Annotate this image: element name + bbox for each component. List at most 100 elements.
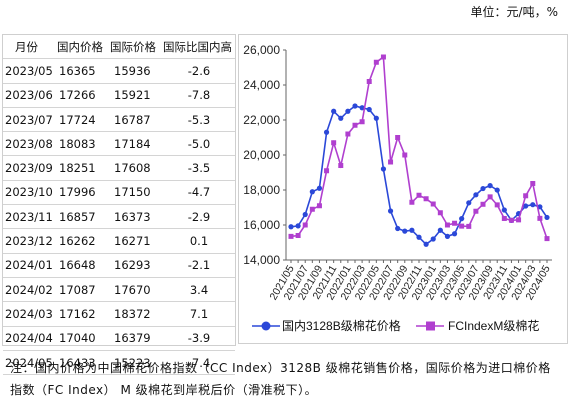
- table-row: 2023/10 17996 17150 -4.7: [3, 180, 235, 206]
- table-row: 2023/09 18251 17608 -3.5: [3, 155, 235, 181]
- difference-cell: -2.1: [163, 253, 235, 278]
- series-1-point: [523, 203, 529, 209]
- series-2-point: [331, 140, 337, 146]
- series-2-point: [508, 217, 514, 223]
- y-tick-label: 16,000: [243, 218, 280, 232]
- series-1-point: [352, 103, 358, 109]
- month-cell: 2024/04: [3, 326, 55, 351]
- series-1-point: [295, 223, 301, 229]
- series-1-point: [402, 228, 408, 234]
- series-2-point: [444, 222, 450, 228]
- series-1-point: [323, 129, 330, 135]
- domestic-price-cell: 16857: [55, 204, 110, 230]
- difference-cell: 0.1: [163, 228, 235, 254]
- series-1-point: [366, 106, 372, 113]
- series-2-point: [316, 203, 322, 209]
- unit-label: 单位：元/吨，%: [470, 5, 558, 19]
- series-2-point: [487, 194, 493, 200]
- international-price-cell: 15921: [110, 83, 163, 108]
- difference-cell: 3.4: [163, 277, 235, 303]
- table-row: 2023/06 17266 15921 -7.8: [3, 83, 235, 108]
- series-1-point: [316, 185, 323, 191]
- domestic-price-cell: 17266: [55, 83, 110, 108]
- series-2-point: [295, 233, 301, 238]
- domestic-price-cell: 17996: [55, 180, 110, 206]
- month-cell: 2023/12: [3, 228, 55, 254]
- table-row: 2024/01 16648 16293 -2.1: [3, 253, 235, 278]
- series-2-point: [480, 201, 486, 207]
- difference-cell: -3.5: [163, 155, 235, 181]
- international-price-cell: 17150: [110, 180, 163, 206]
- y-tick-label: 14,000: [243, 253, 280, 267]
- international-price-cell: 17184: [110, 131, 163, 157]
- domestic-price-cell: 16365: [55, 58, 110, 84]
- international-price-cell: 16379: [110, 326, 163, 351]
- domestic-price-cell: 17162: [55, 301, 110, 327]
- y-tick-label: 20,000: [243, 148, 280, 162]
- header-international-price: 国际价格: [110, 35, 163, 60]
- series-1-point: [309, 189, 315, 195]
- series-2-point: [409, 199, 415, 205]
- header-month: 月份: [3, 35, 55, 60]
- series-1-point: [416, 234, 422, 240]
- domestic-price-cell: 17087: [55, 277, 110, 303]
- table-row: 2023/11 16857 16373 -2.9: [3, 204, 235, 230]
- table-row: 2024/05 16433 15223 -7.4: [3, 350, 235, 376]
- series-1-point: [380, 166, 387, 172]
- month-cell: 2024/03: [3, 301, 55, 327]
- header-domestic-price: 国内价格: [55, 35, 110, 60]
- difference-cell: -5.0: [163, 131, 235, 157]
- series-1-point: [451, 231, 458, 237]
- month-cell: 2024/05: [3, 350, 55, 376]
- domestic-price-cell: 18083: [55, 131, 110, 157]
- series-2-point: [459, 223, 465, 229]
- international-price-cell: 17670: [110, 277, 163, 303]
- table-row: 2023/08 18083 17184 -5.0: [3, 131, 235, 157]
- series-2-point: [402, 152, 408, 158]
- series-2-point: [452, 220, 458, 226]
- month-cell: 2023/09: [3, 155, 55, 181]
- footnote: 注：国内价格为中国棉花价格指数（CC Index）3128B 级棉花销售价格，国…: [10, 361, 551, 397]
- series-2-point: [309, 206, 315, 212]
- series-2-point: [352, 122, 358, 128]
- series-1-point: [480, 185, 486, 192]
- y-tick-label: 22,000: [243, 113, 280, 127]
- series-1-point: [494, 187, 500, 193]
- difference-cell: -4.7: [163, 180, 235, 206]
- table-row: 2023/12 16262 16271 0.1: [3, 228, 235, 254]
- series-2-point: [437, 210, 443, 216]
- series-1-point: [302, 211, 308, 218]
- difference-cell: -7.8: [163, 83, 235, 108]
- series-1-point: [345, 108, 351, 114]
- table-row: 2023/05 16365 15936 -2.6: [3, 58, 235, 84]
- legend-label: 国内3128B级棉花价格: [282, 318, 401, 333]
- series-2-point: [416, 192, 422, 198]
- series-2-point: [494, 202, 500, 208]
- table-header-row: 月份 国内价格 国际价格 国际比国内高: [3, 35, 235, 60]
- series-2-point: [388, 159, 394, 165]
- price-table: 月份 国内价格 国际价格 国际比国内高 2023/05 16365 15936 -2.…: [2, 34, 236, 376]
- series-2-point: [373, 59, 379, 65]
- chart-frame: [238, 34, 568, 344]
- month-cell: 2023/06: [3, 83, 55, 108]
- month-cell: 2023/08: [3, 131, 55, 157]
- series-1-point: [501, 207, 507, 213]
- international-price-cell: 15936: [110, 58, 163, 84]
- series-1-point: [423, 241, 429, 247]
- series-1-point: [430, 236, 436, 242]
- difference-cell: 7.1: [163, 301, 235, 327]
- series-1-point: [473, 192, 479, 198]
- domestic-price-cell: 16262: [55, 228, 110, 254]
- series-2-point: [324, 168, 330, 174]
- month-cell: 2023/10: [3, 180, 55, 206]
- series-1-point: [459, 216, 465, 222]
- series-2-point: [345, 131, 351, 137]
- y-tick-label: 26,000: [243, 43, 280, 57]
- series-1-point: [373, 115, 379, 121]
- series-1-point: [409, 227, 415, 233]
- domestic-price-cell: 16433: [55, 350, 110, 376]
- series-1-point: [395, 225, 401, 232]
- series-1-point: [530, 202, 536, 208]
- difference-cell: -2.9: [163, 204, 235, 230]
- international-price-cell: 16271: [110, 228, 163, 254]
